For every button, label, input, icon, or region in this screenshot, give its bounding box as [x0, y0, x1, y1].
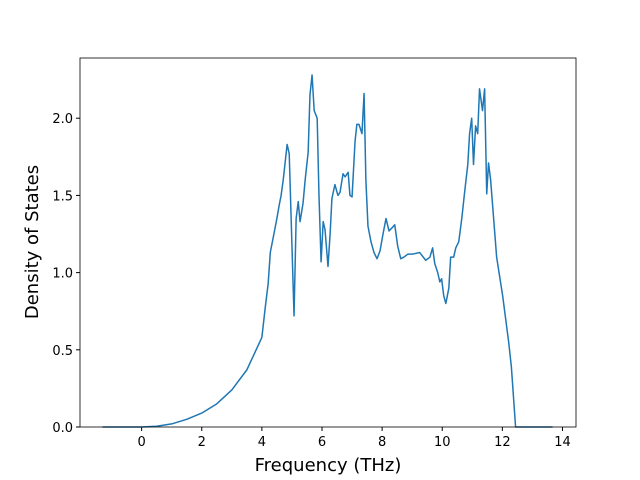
y-tick-label: 0.0	[52, 421, 73, 436]
x-tick-label: 8	[378, 435, 386, 450]
x-tick-label: 10	[434, 435, 451, 450]
plot-frame	[79, 57, 577, 428]
x-tick-label: 12	[494, 435, 511, 450]
x-axis-label: Frequency (THz)	[255, 455, 402, 476]
x-tick-label: 6	[318, 435, 326, 450]
y-tick-label: 1.5	[52, 189, 73, 204]
y-tick-label: 1.0	[52, 267, 73, 282]
x-tick-label: 0	[137, 435, 145, 450]
y-tick-label: 2.0	[52, 112, 73, 127]
x-tick-label: 4	[258, 435, 266, 450]
x-tick-label: 2	[198, 435, 206, 450]
y-tick-label: 0.5	[52, 344, 73, 359]
line-series	[102, 74, 553, 428]
y-axis-label: Density of States	[22, 165, 43, 319]
x-tick-label: 14	[554, 435, 571, 450]
